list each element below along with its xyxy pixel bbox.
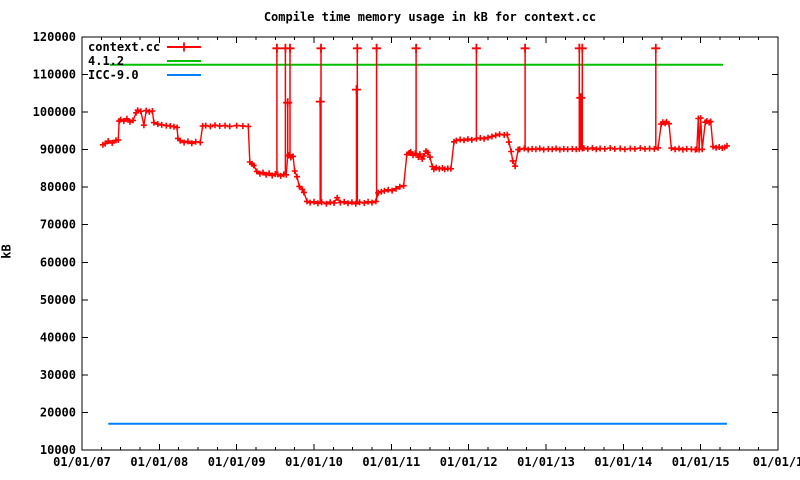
chart-title: Compile time memory usage in kB for cont…: [263, 10, 597, 24]
series-context-cc-markers: [99, 107, 730, 207]
x-tick-label: 01/01/08: [130, 455, 188, 469]
legend-item-icc-90: ICC-9.0: [88, 68, 201, 82]
y-tick-label: 120000: [33, 30, 76, 44]
series-context-cc-spike-markers: [272, 43, 661, 108]
legend-label-context-cc: context.cc: [88, 40, 161, 54]
x-tick-label: 01/01/1: [753, 455, 800, 469]
series-context-cc-line: [102, 109, 728, 205]
x-tick-label: 01/01/13: [517, 455, 575, 469]
y-tick-label: 90000: [40, 143, 76, 157]
y-tick-label: 10000: [40, 443, 76, 457]
y-tick-label: 100000: [33, 105, 76, 119]
y-axis-ticks: [82, 36, 778, 451]
x-tick-label: 01/01/14: [594, 455, 652, 469]
legend-label-icc-90: ICC-9.0: [88, 68, 139, 82]
y-tick-label: 30000: [40, 368, 76, 382]
y-tick-label: 50000: [40, 293, 76, 307]
legend-item-context-cc: context.cc: [88, 40, 201, 54]
y-tick-label: 60000: [40, 255, 76, 269]
x-tick-label: 01/01/09: [208, 455, 266, 469]
x-tick-label: 01/01/12: [440, 455, 498, 469]
x-axis-ticks: [81, 37, 779, 450]
x-tick-label: 01/01/15: [672, 455, 730, 469]
y-axis-label: kB: [0, 244, 14, 259]
plot-border: [81, 36, 779, 451]
y-axis-tick-labels: 10000 20000 30000 40000 50000 60000 70000 80000…: [33, 30, 76, 457]
legend-item-gcc-412: 4.1.2: [88, 54, 201, 68]
y-tick-label: 20000: [40, 405, 76, 419]
y-tick-label: 110000: [33, 68, 76, 82]
x-tick-label: 01/01/11: [362, 455, 420, 469]
x-tick-label: 01/01/10: [285, 455, 343, 469]
y-tick-label: 80000: [40, 180, 76, 194]
legend-label-gcc-412: 4.1.2: [88, 54, 125, 68]
series-context-cc-spikes: [276, 48, 657, 204]
legend-swatch-context-cc: [167, 42, 201, 52]
legend: context.cc 4.1.2 ICC-9.0: [88, 40, 201, 82]
y-tick-label: 70000: [40, 218, 76, 232]
x-tick-label: 01/01/07: [53, 455, 111, 469]
x-axis-tick-labels: 01/01/07 01/01/08 01/01/09 01/01/10 01/01/11…: [53, 455, 800, 469]
legend-swatch-gcc-412: [167, 56, 201, 66]
y-tick-label: 40000: [40, 330, 76, 344]
legend-swatch-icc-90: [167, 70, 201, 80]
